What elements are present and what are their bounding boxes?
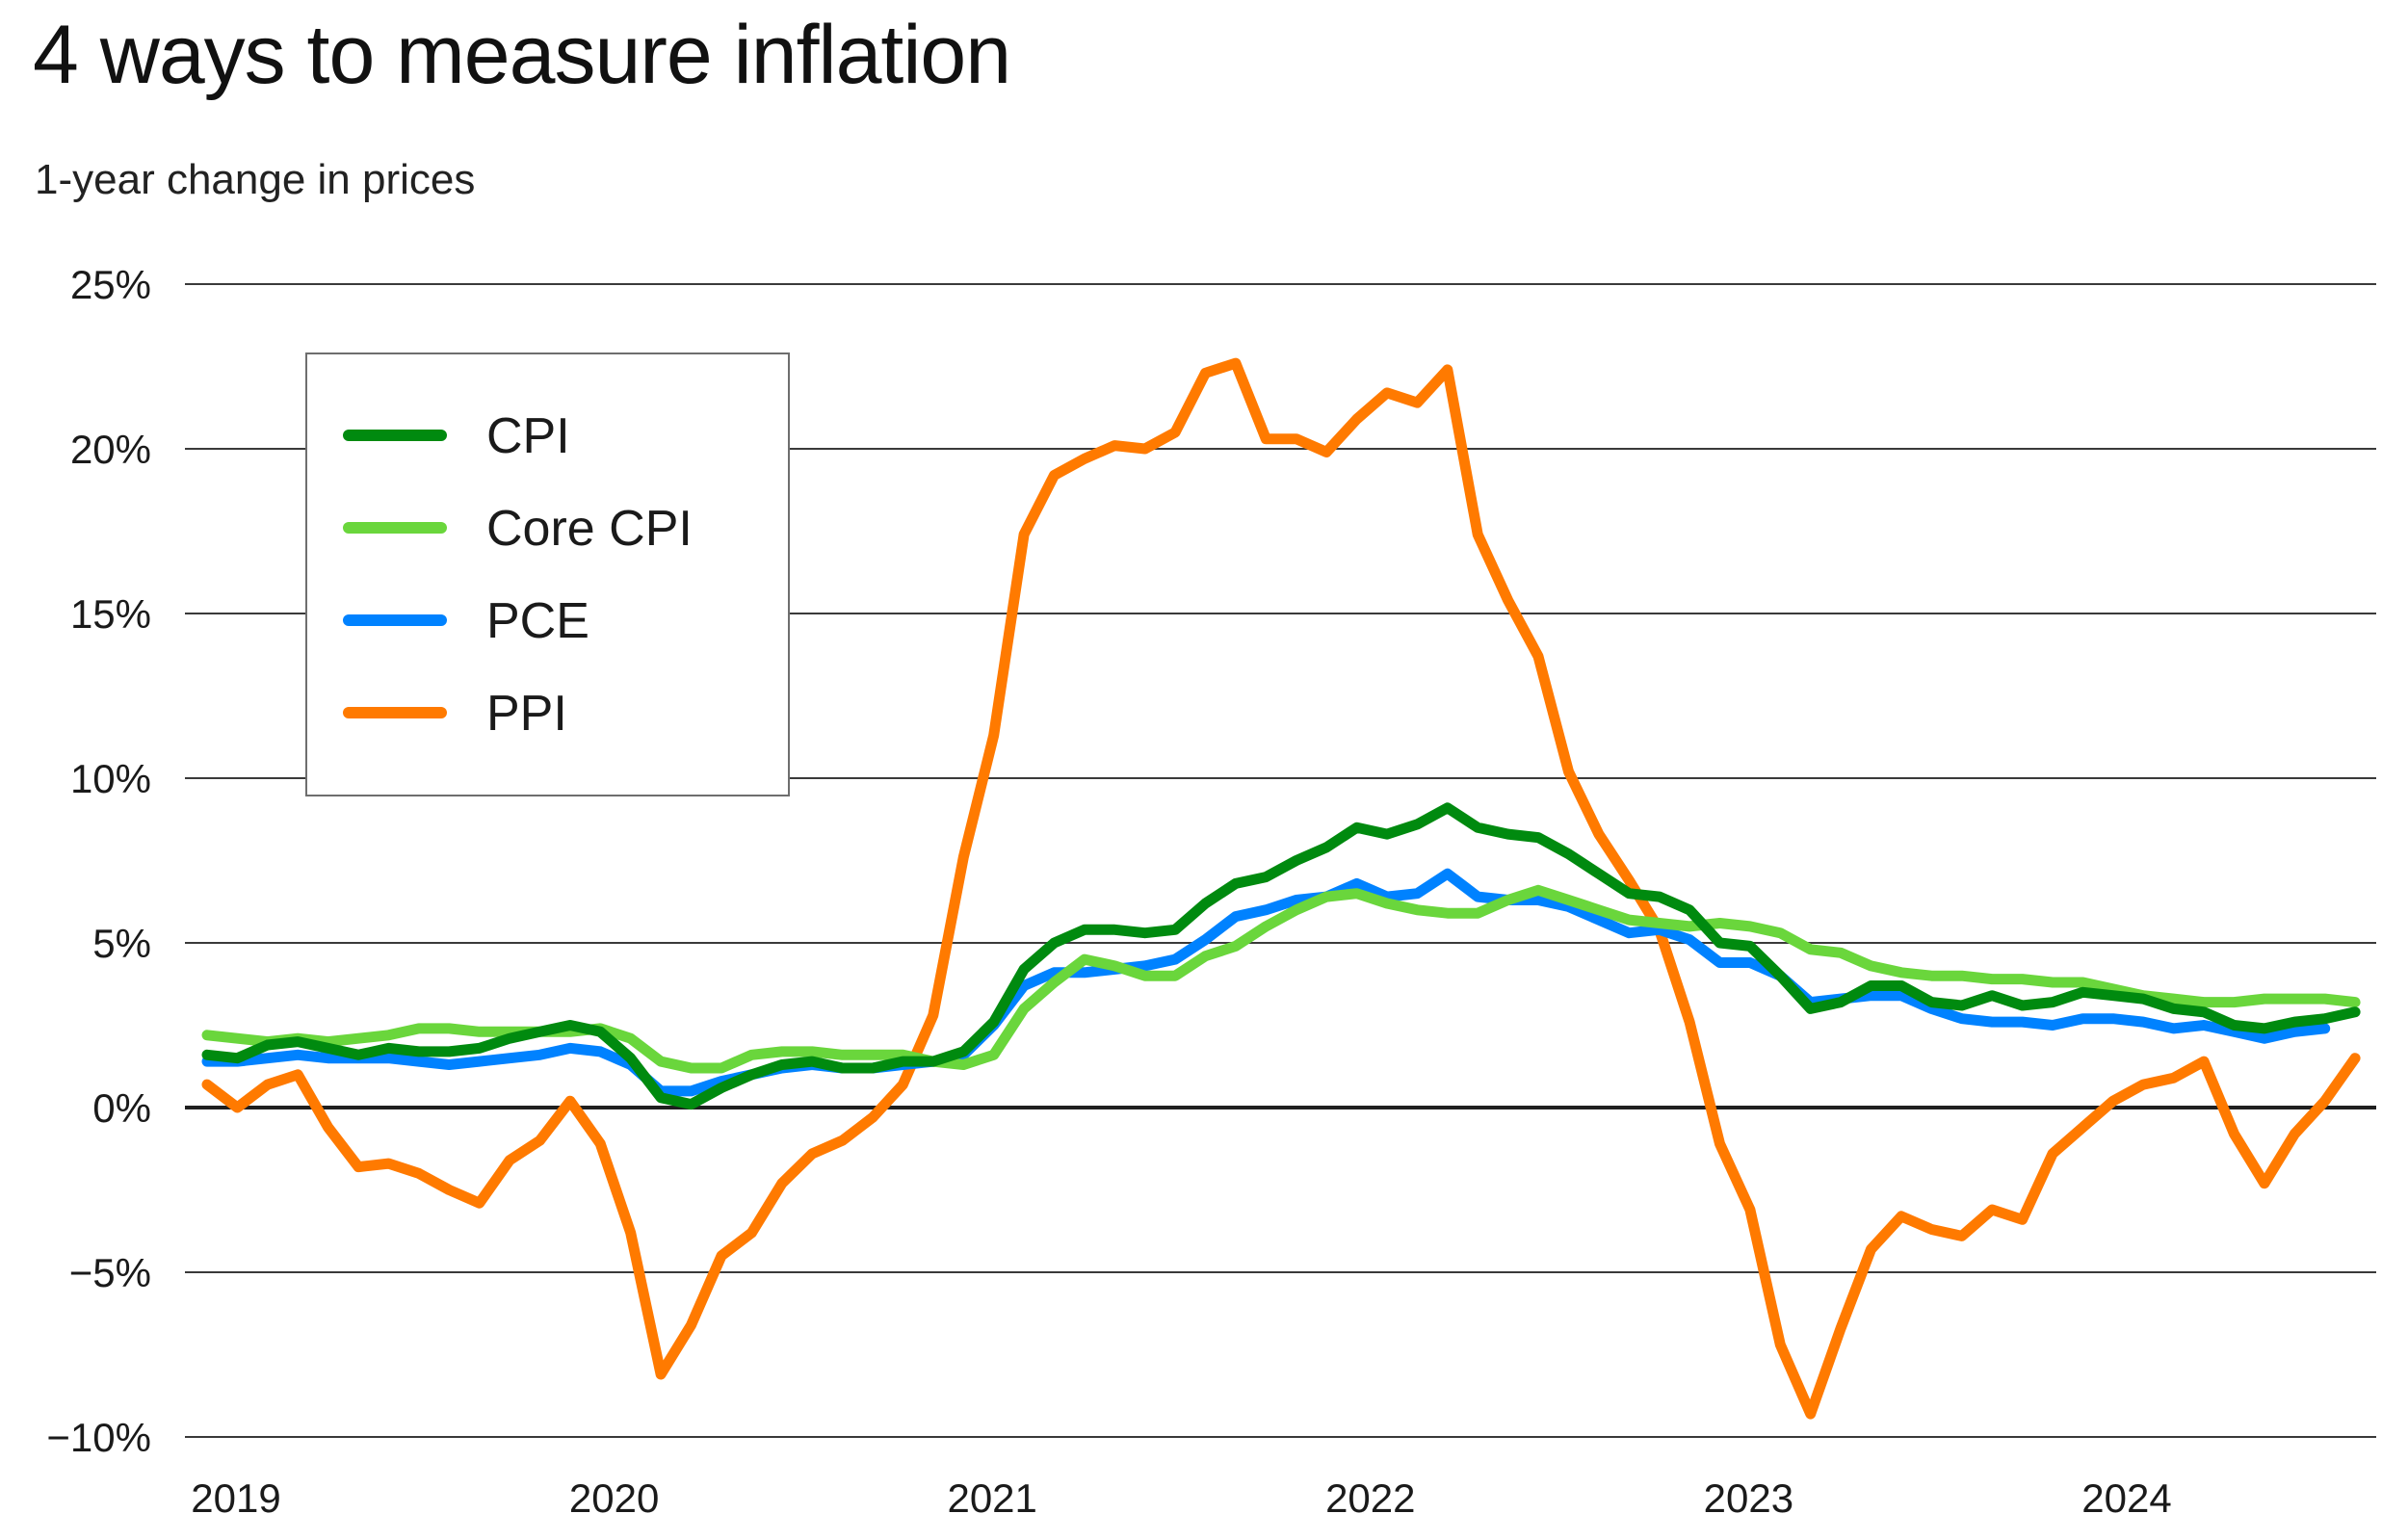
legend-label: PPI [486, 686, 567, 742]
y-tick-label: −5% [69, 1250, 151, 1295]
y-tick-label: 20% [70, 427, 151, 472]
y-tick-label: 5% [92, 921, 151, 966]
x-tick-label: 2019 [191, 1475, 280, 1521]
legend-label: CPI [486, 408, 570, 464]
y-tick-label: −10% [46, 1415, 151, 1460]
legend: CPI Core CPI PCE PPI [305, 352, 790, 796]
series-line-cpi [201, 802, 2361, 1110]
series-lines [201, 357, 2361, 1420]
x-tick-label: 2021 [947, 1475, 1036, 1521]
x-tick-label: 2022 [1325, 1475, 1415, 1521]
x-axis-tick-labels: 2019 2020 2021 2022 2023 2024 [191, 1475, 2171, 1521]
legend-box [305, 352, 790, 796]
x-tick-label: 2024 [2081, 1475, 2171, 1521]
y-tick-label: 15% [70, 591, 151, 637]
x-tick-label: 2023 [1704, 1475, 1793, 1521]
gridlines [185, 283, 2376, 1438]
legend-label: PCE [486, 593, 589, 649]
x-tick-label: 2020 [569, 1475, 659, 1521]
y-tick-label: 25% [70, 262, 151, 307]
legend-label: Core CPI [486, 501, 693, 557]
y-tick-label: 10% [70, 756, 151, 801]
chart-subtitle: 1-year change in prices [35, 156, 476, 203]
y-axis-tick-labels: 25% 20% 15% 10% 5% 0% −5% −10% [46, 262, 151, 1460]
series-line-ppi [201, 357, 2361, 1420]
series-line-core-cpi [201, 884, 2361, 1074]
series-line-pce [201, 868, 2331, 1097]
chart-title: 4 ways to measure inflation [33, 9, 1011, 101]
y-tick-label: 0% [92, 1085, 151, 1131]
